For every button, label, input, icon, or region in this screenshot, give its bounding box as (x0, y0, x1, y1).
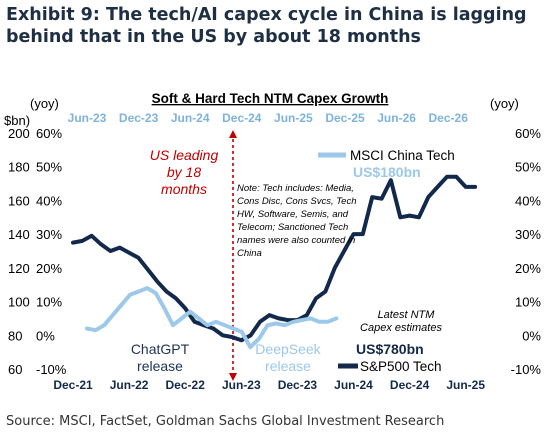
marker-arrow-bottom (229, 373, 237, 381)
chatgpt-line-1: ChatGPT (131, 341, 190, 357)
left-bn-tick: 80 (8, 328, 22, 343)
top-x-tick: Dec-25 (325, 111, 365, 125)
latest-estimates-line-2: Capex estimates (360, 322, 442, 334)
left-pct-tick: 50% (36, 160, 62, 175)
top-x-tick: Jun-25 (274, 111, 313, 125)
left-pct-tick: -10% (36, 362, 67, 377)
left-pct-tick: 40% (36, 193, 62, 208)
bottom-x-tick: Dec-23 (278, 378, 318, 392)
right-axis-unit: (yoy) (490, 96, 519, 111)
latest-estimates-line-1: Latest NTM (378, 309, 436, 321)
exhibit-title-line-1: Exhibit 9: The tech/AI capex cycle in Ch… (6, 5, 527, 25)
note-line-1: Note: Tech includes: Media, (237, 183, 354, 194)
right-pct-tick: 30% (515, 227, 541, 242)
note-line-2: Cons Disc, Cons Svcs, Tech (237, 196, 357, 207)
left-pct-tick: 0% (36, 328, 55, 343)
bottom-x-tick: Jun-24 (334, 378, 373, 392)
left-bn-tick: 120 (8, 261, 30, 276)
left-axis-bn-label: $bn) (4, 113, 30, 128)
top-x-tick: Dec-24 (222, 111, 262, 125)
left-bn-tick: 100 (8, 295, 30, 310)
right-pct-tick: 60% (515, 126, 541, 141)
exhibit-title: Exhibit 9: The tech/AI capex cycle in Ch… (6, 4, 542, 48)
right-pct-tick: 20% (515, 261, 541, 276)
chart-title-group: Soft & Hard Tech NTM Capex Growth (152, 91, 389, 106)
left-bn-tick: 60 (8, 362, 22, 377)
bottom-x-tick: Jun-22 (110, 378, 149, 392)
right-pct-tick: -10% (511, 362, 542, 377)
bottom-x-tick: Dec-24 (390, 378, 430, 392)
right-pct-tick: 0% (522, 328, 541, 343)
us-leading-line-2: by 18 (167, 164, 201, 180)
us-leading-line-1: US leading (150, 147, 219, 163)
source-note: Source: MSCI, FactSet, Goldman Sachs Glo… (6, 414, 445, 429)
left-bn-tick: 180 (8, 160, 30, 175)
legend-china-value: US$180bn (353, 164, 421, 180)
bottom-x-tick: Dec-21 (53, 378, 93, 392)
series-msci-china-tech-line (85, 286, 339, 350)
top-x-tick: Jun-26 (377, 111, 416, 125)
note-line-6: China (237, 248, 262, 259)
left-bn-tick: 160 (8, 193, 30, 208)
left-pct-tick: 60% (36, 126, 62, 141)
marker-arrow-top (229, 130, 237, 138)
exhibit-title-line-2: behind that in the US by about 18 months (6, 27, 421, 47)
top-x-tick: Dec-26 (429, 111, 469, 125)
left-pct-tick: 20% (36, 261, 62, 276)
right-pct-tick: 10% (515, 295, 541, 310)
left-pct-tick: 10% (36, 295, 62, 310)
note-line-5: names were also counted in (237, 235, 355, 246)
legend-china-name: MSCI China Tech (350, 148, 455, 163)
right-pct-tick: 50% (515, 160, 541, 175)
deepseek-line-1: DeepSeek (255, 341, 321, 357)
deepseek-line-2: release (265, 358, 311, 374)
legend-us-name: S&P500 Tech (360, 359, 442, 374)
note-line-3: HW, Software, Semis, and (237, 209, 349, 220)
note-line-4: Telecom; Sanctioned Tech (237, 222, 348, 233)
right-pct-tick: 40% (515, 193, 541, 208)
us-leading-line-3: months (161, 181, 207, 197)
chart-title: Soft & Hard Tech NTM Capex Growth (152, 91, 389, 106)
bottom-x-tick: Dec-22 (166, 378, 206, 392)
left-bn-tick: 140 (8, 227, 30, 242)
legend-us-value: US$780bn (356, 341, 424, 357)
left-pct-tick: 30% (36, 227, 62, 242)
left-axis-unit: (yoy) (30, 96, 59, 111)
bottom-x-tick: Jun-23 (222, 378, 261, 392)
bottom-x-tick: Jun-25 (446, 378, 485, 392)
left-bn-tick: 200 (8, 126, 30, 141)
top-x-tick: Dec-23 (119, 111, 159, 125)
top-x-tick: Jun-23 (68, 111, 107, 125)
top-x-tick: Jun-24 (171, 111, 210, 125)
series-sp500-tech-line (71, 174, 478, 343)
chatgpt-line-2: release (137, 358, 183, 374)
